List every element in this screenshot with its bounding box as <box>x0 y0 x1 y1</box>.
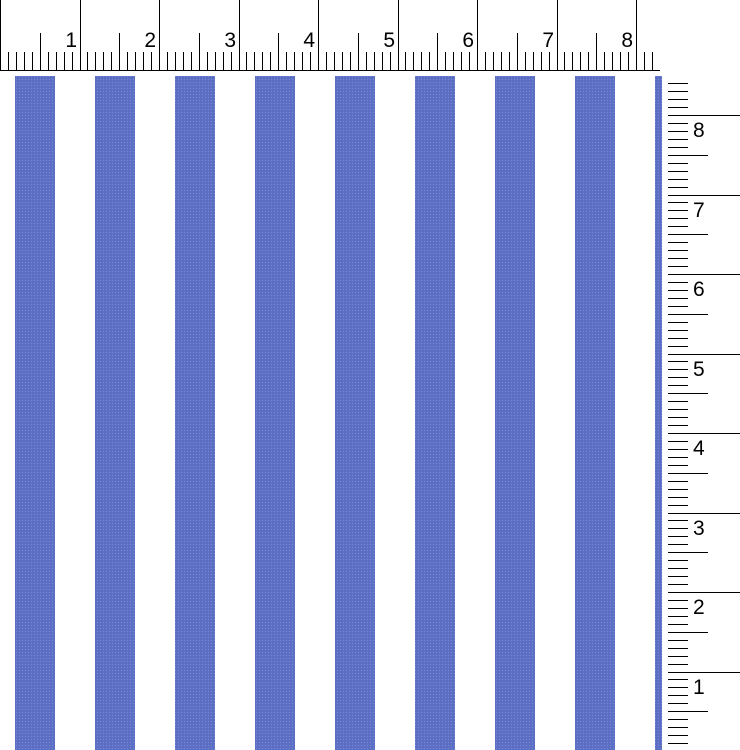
ruler-label: 6 <box>693 278 705 301</box>
stripe <box>415 76 455 750</box>
ruler-label: 3 <box>693 517 705 540</box>
ruler-label: 7 <box>542 29 554 52</box>
ruler-label: 6 <box>462 29 474 52</box>
ruler-label: 3 <box>224 29 236 52</box>
stripe <box>575 76 615 750</box>
ruler-label: 8 <box>693 119 705 142</box>
stripe <box>495 76 535 750</box>
ruler-label: 5 <box>383 29 395 52</box>
stripe <box>255 76 295 750</box>
ruler-label: 2 <box>693 596 705 619</box>
ruler-label: 4 <box>693 437 705 460</box>
ruler-label: 2 <box>144 29 156 52</box>
stripe <box>15 76 55 750</box>
stripe <box>335 76 375 750</box>
stripe-pattern <box>15 76 662 750</box>
stripe <box>95 76 135 750</box>
ruler-label: 1 <box>693 676 705 699</box>
right-ruler: 8 7 6 5 4 3 2 1 <box>668 83 740 744</box>
stripe <box>655 76 662 750</box>
ruler-label: 1 <box>65 29 77 52</box>
ruler-label: 8 <box>621 29 633 52</box>
ruler-label: 4 <box>303 29 315 52</box>
stripe <box>175 76 215 750</box>
top-ruler: 1 2 3 4 5 6 7 8 <box>0 0 660 71</box>
ruler-label: 7 <box>693 199 705 222</box>
ruler-label: 5 <box>693 358 705 381</box>
